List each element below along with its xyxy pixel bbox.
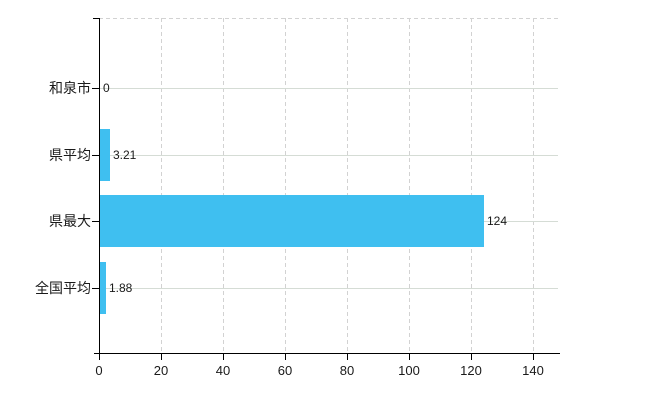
gridline-horizontal (99, 155, 558, 156)
gridline-horizontal (99, 288, 558, 289)
gridline-horizontal (99, 88, 558, 89)
x-axis-tick-label: 20 (153, 363, 169, 378)
gridline-vertical (161, 18, 162, 353)
category-label: 全国平均 (35, 280, 91, 296)
gridline-vertical (471, 18, 472, 353)
bar (100, 129, 110, 181)
category-label: 県最大 (49, 213, 91, 229)
plot-top-border (99, 18, 558, 19)
bar-value-label: 3.21 (113, 148, 137, 162)
gridline-vertical (285, 18, 286, 353)
x-axis-tick (533, 353, 534, 360)
category-tick (92, 88, 99, 89)
x-axis-tick-label: 40 (215, 363, 231, 378)
y-axis-top-cap (93, 18, 99, 19)
category-tick (92, 155, 99, 156)
x-axis-tick-label: 100 (398, 363, 420, 378)
x-axis-tick-label: 0 (95, 363, 103, 378)
y-axis (99, 18, 100, 360)
bar-value-label: 1.88 (109, 281, 133, 295)
x-axis-tick (347, 353, 348, 360)
bar-value-label: 124 (487, 214, 508, 228)
bar (100, 262, 106, 314)
bar-value-label: 0 (103, 81, 110, 95)
bar (100, 195, 484, 247)
x-axis-tick-label: 120 (460, 363, 482, 378)
x-axis-tick-label: 140 (522, 363, 544, 378)
x-axis-tick-label: 80 (339, 363, 355, 378)
x-axis-tick-label: 60 (277, 363, 293, 378)
gridline-vertical (409, 18, 410, 353)
x-axis-tick (223, 353, 224, 360)
x-axis-tick (161, 353, 162, 360)
x-axis (94, 353, 560, 354)
category-tick (92, 288, 99, 289)
category-label: 県平均 (49, 147, 91, 163)
x-axis-tick (409, 353, 410, 360)
x-axis-tick (471, 353, 472, 360)
gridline-vertical (533, 18, 534, 353)
gridline-vertical (223, 18, 224, 353)
gridline-vertical (347, 18, 348, 353)
category-tick (92, 221, 99, 222)
category-label: 和泉市 (49, 80, 91, 96)
x-axis-tick (285, 353, 286, 360)
